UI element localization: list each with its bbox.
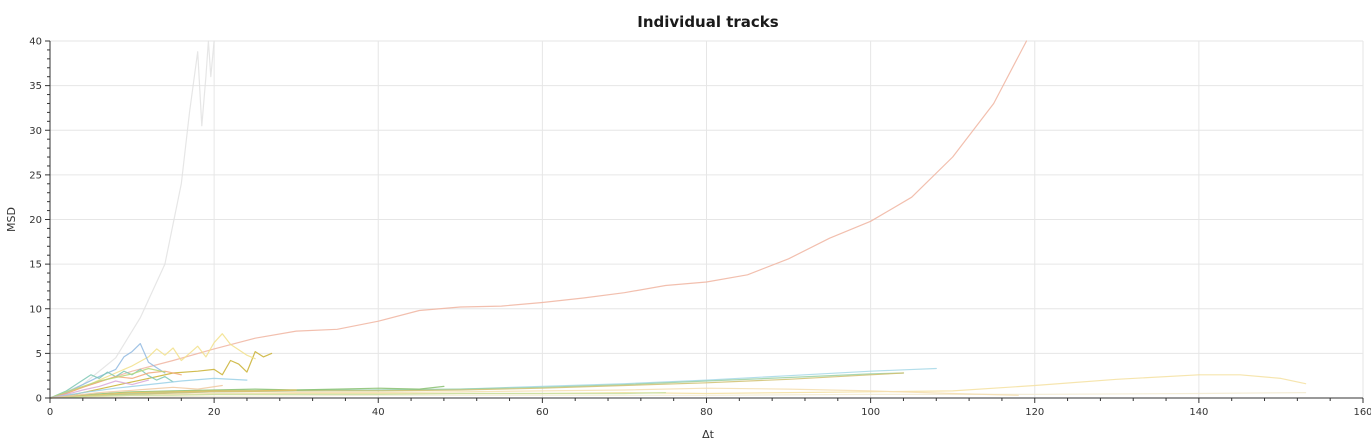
axes: 0 20 40 60 80 100 120 140 160 0 5 10 15 20 25 30 35 40 (29, 37, 1371, 419)
y-axis-label: MSD (5, 207, 18, 232)
y-tick-label: 20 (29, 215, 42, 226)
y-tick-label: 40 (29, 37, 42, 48)
series-line-3 (49, 374, 1307, 399)
series-line-9 (49, 351, 273, 399)
x-tick-label: 40 (372, 407, 385, 418)
y-tick-label: 25 (29, 170, 42, 181)
series-line-2 (49, 40, 215, 399)
x-tick-label: 160 (1353, 407, 1371, 418)
x-tick-label: 0 (47, 407, 53, 418)
series-line-13 (49, 370, 182, 399)
series-line-20 (49, 384, 223, 399)
x-axis-label: Δt (702, 428, 715, 441)
series-line-11 (49, 343, 166, 399)
y-tick-label: 5 (36, 349, 42, 360)
series-line-7 (49, 372, 905, 399)
y-tick-label: 10 (29, 304, 42, 315)
series-line-1 (49, 40, 1028, 399)
x-tick-label: 100 (861, 407, 880, 418)
x-tick-label: 80 (700, 407, 713, 418)
series-line-16 (49, 385, 445, 399)
series-line-19 (49, 392, 667, 399)
y-tick-label: 15 (29, 260, 42, 271)
series-lines (49, 40, 1307, 399)
x-tick-label: 20 (208, 407, 221, 418)
series-line-10 (49, 333, 256, 399)
series-line-18 (49, 377, 248, 399)
grid (50, 40, 1364, 398)
series-line-4 (49, 392, 1307, 399)
x-tick-label: 140 (1189, 407, 1208, 418)
x-tick-label: 120 (1025, 407, 1044, 418)
chart-title: Individual tracks (637, 13, 779, 31)
y-tick-label: 30 (29, 126, 42, 137)
x-tick-label: 60 (536, 407, 549, 418)
series-line-14 (49, 367, 166, 399)
series-line-17 (49, 389, 297, 399)
series-line-15 (49, 379, 150, 399)
series-line-8 (49, 387, 1019, 399)
y-tick-label: 0 (36, 394, 42, 405)
y-tick-label: 35 (29, 81, 42, 92)
